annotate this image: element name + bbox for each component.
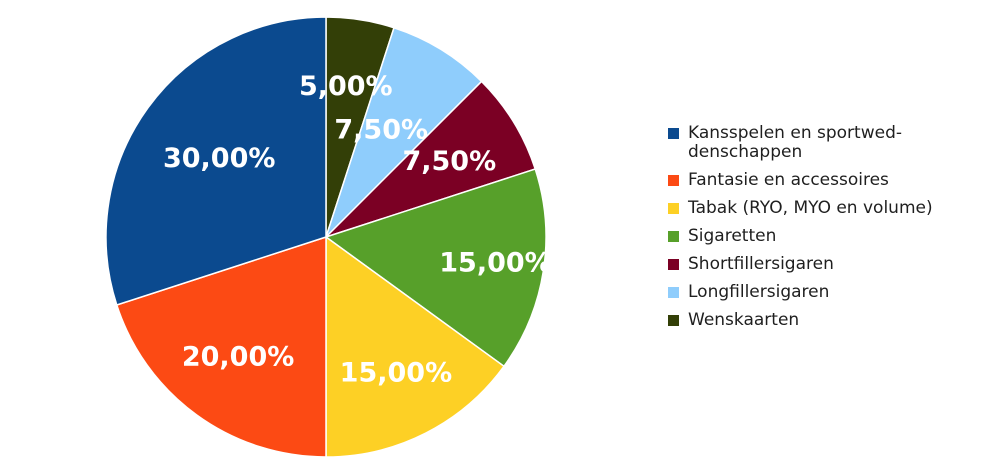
legend-swatch bbox=[668, 231, 679, 242]
legend-item: Wenskaarten bbox=[668, 311, 998, 330]
legend-item: Longfillersigaren bbox=[668, 283, 998, 302]
pie-slice-1 bbox=[105, 16, 327, 306]
slice-data-label: 30,00% bbox=[163, 143, 275, 174]
pie-slice-2 bbox=[115, 235, 327, 458]
legend-swatch bbox=[668, 287, 679, 298]
legend-swatch bbox=[668, 128, 679, 139]
slice-data-label: 7,50% bbox=[334, 114, 428, 145]
legend-swatch bbox=[668, 203, 679, 214]
legend-label: Fantasie en accessoires bbox=[688, 170, 889, 190]
slice-data-label: 15,00% bbox=[340, 358, 452, 389]
pie-slice-4 bbox=[324, 168, 547, 368]
legend-item: Sigaretten bbox=[668, 227, 998, 246]
chart-legend: Kansspelen en sportwed-denschappen Fantas… bbox=[668, 124, 998, 339]
legend-label: Sigaretten bbox=[688, 226, 777, 246]
slice-data-label: 15,00% bbox=[439, 247, 551, 278]
legend-label: Tabak (RYO, MYO en volume) bbox=[688, 198, 933, 218]
legend-item: Kansspelen en sportwed-denschappen bbox=[668, 124, 998, 162]
legend-swatch bbox=[668, 315, 679, 326]
legend-item: Shortfillersigaren bbox=[668, 255, 998, 274]
pie-slice-3 bbox=[325, 235, 506, 458]
slice-data-label: 7,50% bbox=[402, 146, 496, 177]
legend-swatch bbox=[668, 175, 679, 186]
legend-label: Shortfillersigaren bbox=[688, 254, 834, 274]
pie-slice-5 bbox=[325, 80, 537, 238]
legend-label: Kansspelen en sportwed-denschappen bbox=[688, 123, 902, 162]
slice-data-label: 20,00% bbox=[182, 342, 294, 373]
legend-swatch bbox=[668, 259, 679, 270]
pie-slice-6 bbox=[325, 26, 483, 238]
legend-item: Tabak (RYO, MYO en volume) bbox=[668, 199, 998, 218]
legend-label: Longfillersigaren bbox=[688, 282, 830, 302]
legend-item: Fantasie en accessoires bbox=[668, 171, 998, 190]
legend-label: Wenskaarten bbox=[688, 310, 800, 330]
slice-data-label: 5,00% bbox=[299, 71, 393, 102]
